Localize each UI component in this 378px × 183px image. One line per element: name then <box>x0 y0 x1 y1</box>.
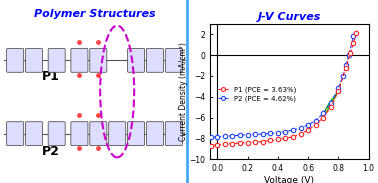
P1 (PCE = 3.63%) <box>306 129 310 131</box>
P2 (PCE = 4.62%) <box>351 35 356 37</box>
P2 (PCE = 4.62%) <box>215 136 220 138</box>
P1 (PCE = 3.63%) <box>298 133 303 135</box>
P2 (PCE = 4.62%) <box>306 124 310 126</box>
P1 (PCE = 3.63%) <box>291 136 295 138</box>
P2 (PCE = 4.62%) <box>341 75 345 77</box>
P1 (PCE = 3.63%) <box>336 90 341 93</box>
P1 (PCE = 3.63%) <box>245 141 250 144</box>
FancyBboxPatch shape <box>109 122 125 145</box>
FancyBboxPatch shape <box>6 48 23 72</box>
X-axis label: Voltage (V): Voltage (V) <box>264 176 314 183</box>
P1 (PCE = 3.63%) <box>215 143 220 146</box>
P2 (PCE = 4.62%) <box>347 54 351 56</box>
FancyBboxPatch shape <box>25 122 42 145</box>
FancyBboxPatch shape <box>127 122 144 145</box>
P1 (PCE = 3.63%) <box>328 106 333 108</box>
Y-axis label: Current Density (mA/cm²): Current Density (mA/cm²) <box>178 42 187 141</box>
P1 (PCE = 3.63%) <box>321 116 325 119</box>
Line: P1 (PCE = 3.63%): P1 (PCE = 3.63%) <box>209 31 359 148</box>
P2 (PCE = 4.62%) <box>313 119 318 122</box>
Polygon shape <box>323 88 338 117</box>
P1 (PCE = 3.63%) <box>344 66 348 69</box>
FancyBboxPatch shape <box>71 122 88 145</box>
FancyBboxPatch shape <box>146 122 163 145</box>
P2 (PCE = 4.62%) <box>238 134 242 136</box>
P2 (PCE = 4.62%) <box>223 135 227 137</box>
FancyBboxPatch shape <box>6 122 23 145</box>
P2 (PCE = 4.62%) <box>230 135 235 137</box>
P2 (PCE = 4.62%) <box>298 127 303 129</box>
Text: Polymer Structures: Polymer Structures <box>34 9 155 19</box>
FancyBboxPatch shape <box>146 48 163 72</box>
FancyBboxPatch shape <box>71 48 88 72</box>
Legend: P1 (PCE = 3.63%), P2 (PCE = 4.62%): P1 (PCE = 3.63%), P2 (PCE = 4.62%) <box>215 84 299 104</box>
P2 (PCE = 4.62%) <box>260 133 265 135</box>
Title: J-V Curves: J-V Curves <box>257 12 321 22</box>
P2 (PCE = 4.62%) <box>209 136 214 138</box>
P2 (PCE = 4.62%) <box>336 87 341 89</box>
P2 (PCE = 4.62%) <box>328 102 333 104</box>
P1 (PCE = 3.63%) <box>253 141 257 143</box>
P1 (PCE = 3.63%) <box>354 32 359 34</box>
FancyBboxPatch shape <box>166 48 182 72</box>
Line: P2 (PCE = 4.62%): P2 (PCE = 4.62%) <box>209 34 356 140</box>
P1 (PCE = 3.63%) <box>313 124 318 126</box>
P1 (PCE = 3.63%) <box>209 145 214 147</box>
P1 (PCE = 3.63%) <box>230 143 235 145</box>
FancyBboxPatch shape <box>166 122 182 145</box>
P1 (PCE = 3.63%) <box>223 143 227 145</box>
Text: P1: P1 <box>42 70 60 83</box>
P2 (PCE = 4.62%) <box>268 132 273 135</box>
P1 (PCE = 3.63%) <box>268 139 273 142</box>
P2 (PCE = 4.62%) <box>245 134 250 136</box>
P2 (PCE = 4.62%) <box>283 130 288 133</box>
P1 (PCE = 3.63%) <box>260 140 265 143</box>
Text: P2: P2 <box>42 145 60 158</box>
P2 (PCE = 4.62%) <box>253 133 257 136</box>
P2 (PCE = 4.62%) <box>321 112 325 115</box>
P2 (PCE = 4.62%) <box>291 129 295 131</box>
P1 (PCE = 3.63%) <box>238 142 242 144</box>
FancyBboxPatch shape <box>25 48 42 72</box>
FancyBboxPatch shape <box>90 48 107 72</box>
FancyBboxPatch shape <box>48 122 65 145</box>
P1 (PCE = 3.63%) <box>348 52 353 54</box>
P2 (PCE = 4.62%) <box>276 132 280 134</box>
P1 (PCE = 3.63%) <box>276 138 280 141</box>
FancyBboxPatch shape <box>90 122 107 145</box>
P2 (PCE = 4.62%) <box>344 64 348 67</box>
FancyBboxPatch shape <box>48 48 65 72</box>
P1 (PCE = 3.63%) <box>351 41 356 44</box>
FancyBboxPatch shape <box>127 48 144 72</box>
P1 (PCE = 3.63%) <box>283 137 288 139</box>
